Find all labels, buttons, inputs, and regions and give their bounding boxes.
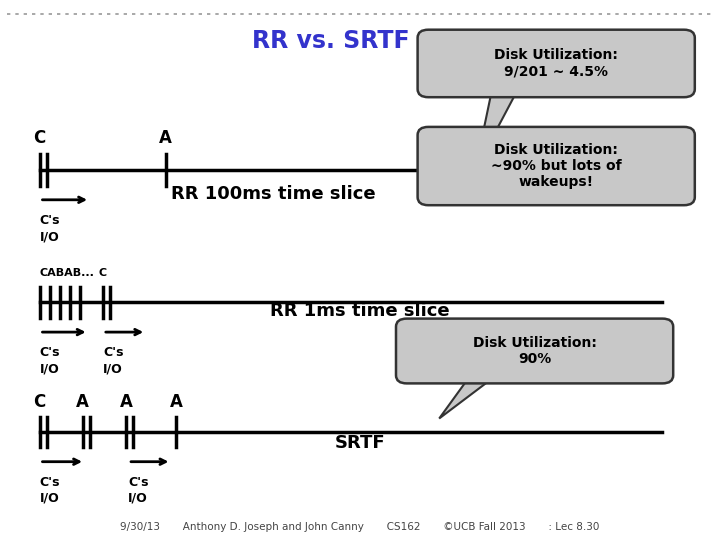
Polygon shape xyxy=(439,375,497,418)
Text: I/O: I/O xyxy=(128,492,148,505)
Polygon shape xyxy=(475,89,518,170)
Text: I/O: I/O xyxy=(40,230,59,243)
Text: C: C xyxy=(33,129,46,147)
Text: A: A xyxy=(120,393,132,411)
Text: C: C xyxy=(33,393,46,411)
Polygon shape xyxy=(475,170,518,197)
Text: RR 1ms time slice: RR 1ms time slice xyxy=(270,301,450,320)
Text: A: A xyxy=(159,129,172,147)
Text: CABAB...: CABAB... xyxy=(40,268,94,278)
Text: RR vs. SRTF: RR vs. SRTF xyxy=(253,29,410,52)
Text: Disk Utilization:
90%: Disk Utilization: 90% xyxy=(472,336,597,366)
Text: C's: C's xyxy=(103,346,123,359)
Text: I/O: I/O xyxy=(103,362,122,375)
Text: A: A xyxy=(170,393,183,411)
Text: C's: C's xyxy=(128,476,148,489)
Text: SRTF: SRTF xyxy=(335,434,385,452)
Text: A: A xyxy=(76,393,89,411)
Text: Disk Utilization:
~90% but lots of
wakeups!: Disk Utilization: ~90% but lots of wakeu… xyxy=(491,143,621,189)
Text: C: C xyxy=(99,268,107,278)
Text: I/O: I/O xyxy=(40,492,59,505)
FancyBboxPatch shape xyxy=(418,30,695,97)
FancyBboxPatch shape xyxy=(396,319,673,383)
Text: C's: C's xyxy=(40,214,60,227)
Text: C's: C's xyxy=(40,346,60,359)
Text: C's: C's xyxy=(40,476,60,489)
Text: I/O: I/O xyxy=(40,362,59,375)
Text: B: B xyxy=(440,129,453,147)
Text: Disk Utilization:
9/201 ~ 4.5%: Disk Utilization: 9/201 ~ 4.5% xyxy=(494,49,618,78)
Text: 9/30/13       Anthony D. Joseph and John Canny       CS162       ©UCB Fall 2013 : 9/30/13 Anthony D. Joseph and John Canny… xyxy=(120,522,600,531)
Text: RR 100ms time slice: RR 100ms time slice xyxy=(171,185,376,204)
FancyBboxPatch shape xyxy=(418,127,695,205)
